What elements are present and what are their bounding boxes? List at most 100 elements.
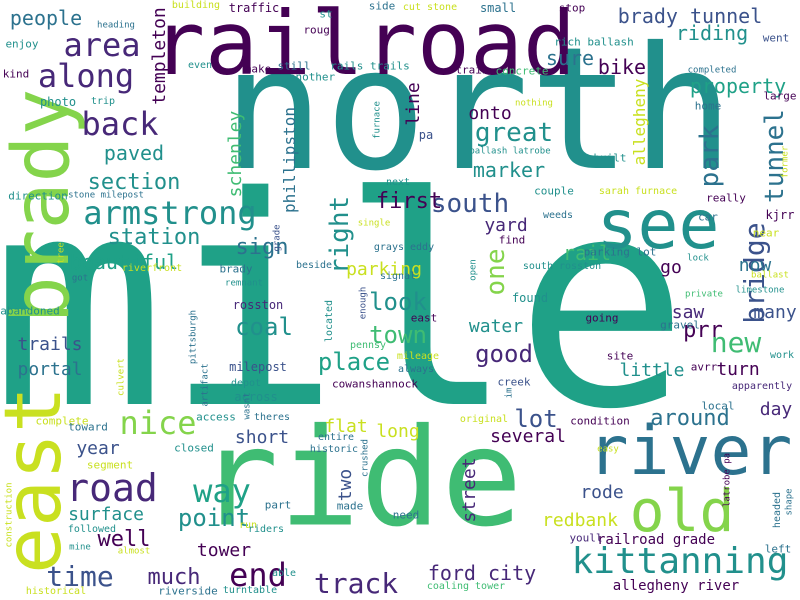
cloud-word: sign: [235, 235, 289, 260]
cloud-word: construction: [4, 482, 15, 548]
cloud-word: left: [764, 542, 792, 556]
cloud-word: youll: [569, 531, 603, 545]
cloud-word: mileage: [396, 351, 440, 362]
cloud-word: trip: [90, 96, 116, 107]
cloud-word: brady: [0, 88, 87, 324]
cloud-word: theres: [253, 412, 291, 423]
cloud-word: little: [619, 360, 685, 381]
cloud-word: pittsburgh: [188, 309, 199, 365]
cloud-word: almost: [117, 546, 151, 557]
cloud-word: need: [392, 508, 420, 522]
cloud-word: good: [475, 340, 533, 368]
cloud-word: year: [76, 438, 120, 459]
cloud-word: small: [479, 1, 517, 15]
cloud-word: train: [455, 63, 489, 77]
cloud-word: stop: [558, 1, 586, 15]
cloud-word: coal: [235, 313, 293, 341]
cloud-word: limestone: [735, 285, 785, 296]
cloud-word: south rosston: [522, 261, 602, 272]
cloud-word: able: [271, 568, 297, 579]
cloud-word: headed: [772, 491, 783, 529]
cloud-word: followed: [67, 524, 117, 535]
cloud-word: brady: [219, 262, 253, 276]
cloud-word: cowanshannock: [331, 377, 419, 391]
cloud-word: armstrong: [83, 194, 257, 232]
cloud-word: kjrr: [765, 208, 795, 222]
cloud-word: large: [763, 89, 797, 103]
cloud-word: area: [63, 26, 141, 64]
cloud-word: property: [689, 74, 787, 98]
cloud-word: nice: [119, 404, 197, 442]
cloud-word: several: [490, 426, 566, 447]
cloud-word: cut stone: [402, 2, 458, 13]
cloud-word: furnace: [372, 101, 383, 139]
cloud-word: long: [376, 421, 420, 442]
cloud-word: latrobe pa: [722, 452, 733, 508]
cloud-word: ford city: [427, 561, 537, 585]
cloud-word: concrete: [495, 64, 549, 78]
cloud-word: next: [385, 177, 411, 188]
cloud-word: new: [710, 326, 762, 359]
cloud-word: building: [171, 0, 221, 11]
cloud-word: really: [706, 191, 746, 205]
cloud-word: around: [650, 406, 730, 431]
cloud-word: short: [234, 427, 290, 448]
cloud-word: coaling tower: [426, 581, 506, 592]
cloud-word: signal: [379, 271, 417, 282]
cloud-word: site: [606, 349, 634, 363]
cloud-word: tree: [56, 242, 67, 264]
cloud-word: north: [222, 11, 734, 209]
cloud-word: crushed: [360, 439, 371, 477]
cloud-word: onto: [468, 103, 512, 124]
cloud-word: part: [264, 498, 292, 512]
cloud-word: time: [46, 560, 114, 593]
cloud-word: heading: [97, 20, 135, 31]
cloud-word: water: [468, 316, 524, 337]
cloud-word: turn: [716, 359, 760, 380]
cloud-word: always: [397, 364, 435, 375]
cloud-word: found: [511, 291, 549, 305]
cloud-word: completed: [687, 65, 737, 76]
cloud-word: brady tunnel: [617, 4, 763, 28]
cloud-word: ballash latrobe: [469, 146, 551, 157]
cloud-word: bike: [597, 55, 647, 79]
cloud-word: even: [187, 60, 213, 71]
cloud-word: creek: [497, 375, 531, 389]
cloud-word: depot: [230, 378, 262, 389]
cloud-word: direction: [8, 189, 68, 203]
cloud-word: rosston: [232, 298, 284, 312]
cloud-word: enjoy: [5, 37, 39, 51]
cloud-word: toward: [68, 420, 108, 434]
cloud-word: still: [277, 59, 311, 73]
cloud-word: st: [319, 7, 333, 21]
cloud-word: local: [701, 399, 735, 413]
cloud-word: shape: [784, 488, 795, 516]
cloud-word: along: [37, 57, 135, 95]
cloud-word: riverside: [158, 584, 218, 598]
cloud-word: located: [324, 299, 335, 343]
cloud-word: paved: [103, 141, 165, 165]
cloud-word: phillipston: [280, 107, 299, 213]
cloud-word: mine: [69, 542, 91, 553]
cloud-word: find: [498, 233, 526, 247]
cloud-word: open: [468, 259, 479, 281]
cloud-word: grays eddy: [373, 242, 435, 253]
cloud-word: great: [474, 118, 554, 148]
cloud-word: rode: [580, 482, 624, 503]
cloud-word: side: [368, 0, 396, 13]
cloud-word: ride: [197, 399, 523, 557]
cloud-word: avrr: [690, 360, 718, 374]
cloud-word: railroad grade: [596, 532, 716, 548]
cloud-word: railroad: [152, 0, 576, 95]
cloud-word: turntable: [222, 585, 278, 596]
cloud-word: prr: [683, 318, 723, 343]
cloud-word: rail: [562, 241, 612, 265]
cloud-word: river: [587, 412, 793, 491]
cloud-word: stone milepost: [68, 190, 144, 201]
cloud-word: im: [504, 387, 515, 399]
cloud-word: across: [234, 390, 278, 404]
cloud-word: lock: [687, 253, 709, 264]
cloud-word: tower: [196, 540, 252, 561]
cloud-word: redbank: [542, 510, 618, 531]
cloud-word: point: [177, 504, 251, 532]
